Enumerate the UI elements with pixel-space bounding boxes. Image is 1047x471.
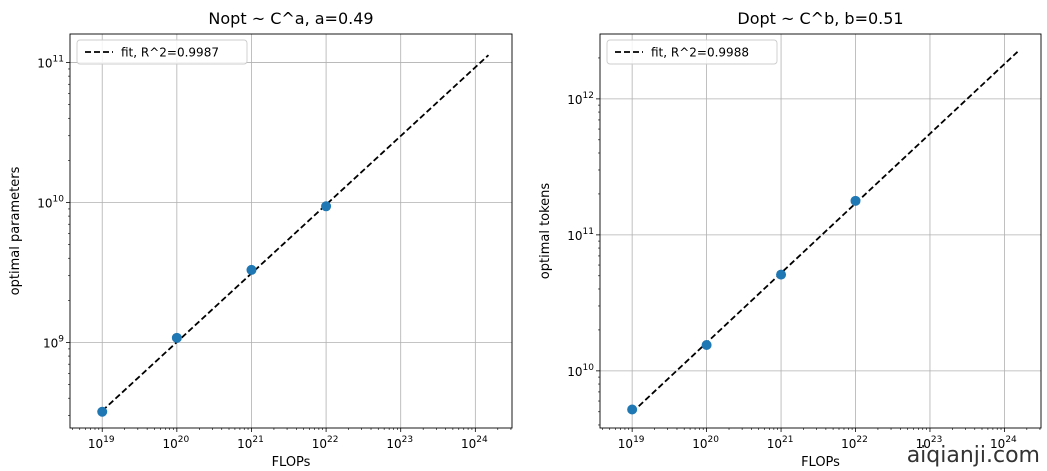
x-tick-exponent: 19: [633, 435, 645, 445]
x-axis-label: FLOPs: [801, 455, 840, 470]
legend-label: fit, R^2=0.9988: [651, 46, 749, 60]
data-point: [627, 404, 638, 415]
y-tick-exponent: 10: [53, 195, 65, 205]
data-point: [246, 264, 257, 275]
plot-area: [600, 34, 1041, 428]
x-tick-label: 1019: [618, 435, 645, 451]
x-tick-exponent: 21: [782, 435, 793, 445]
y-tick-label: 1011: [37, 55, 64, 71]
x-tick-label: 1019: [88, 435, 115, 451]
y-axis-label: optimal parameters: [8, 166, 23, 295]
x-tick-exponent: 19: [103, 435, 115, 445]
x-tick-base: 10: [461, 437, 476, 451]
chart-title: Dopt ~ C^b, b=0.51: [737, 9, 903, 28]
fit-line: [101, 54, 490, 412]
x-tick-label: 1021: [237, 435, 264, 451]
x-tick-exponent: 23: [931, 435, 942, 445]
x-tick-exponent: 23: [402, 435, 413, 445]
legend-label: fit, R^2=0.9987: [121, 46, 219, 60]
x-tick-exponent: 20: [708, 435, 720, 445]
data-point: [701, 339, 712, 350]
y-tick-exponent: 11: [53, 55, 64, 65]
y-tick-exponent: 9: [58, 335, 64, 345]
x-tick-exponent: 24: [1005, 435, 1017, 445]
y-tick-label: 109: [43, 335, 64, 351]
chart-dopt: 1019 1020 1021 1022 1023 1024101010111012fit,…: [538, 9, 1042, 470]
x-tick-label: 1024: [461, 435, 488, 451]
y-tick-exponent: 10: [583, 363, 595, 373]
x-axis-label: FLOPs: [272, 455, 311, 470]
x-tick-exponent: 21: [252, 435, 263, 445]
axes-frame: [599, 33, 1042, 429]
legend-box: [76, 39, 248, 65]
y-tick-label: 1012: [567, 91, 594, 107]
plot-area: [70, 34, 512, 428]
x-tick-label: 1023: [916, 435, 943, 451]
x-tick-base: 10: [618, 437, 633, 451]
x-tick-base: 10: [88, 437, 103, 451]
data-point: [171, 332, 182, 343]
x-tick-exponent: 22: [327, 435, 338, 445]
y-tick-exponent: 12: [583, 91, 594, 101]
y-tick-label: 1011: [567, 227, 594, 243]
data-point: [850, 195, 861, 206]
legend-box: [606, 39, 778, 65]
y-tick-base: 10: [567, 229, 582, 243]
x-tick-label: 1020: [692, 435, 719, 451]
x-tick-base: 10: [990, 437, 1005, 451]
y-tick-base: 10: [37, 197, 52, 211]
x-tick-base: 10: [916, 437, 931, 451]
x-tick-label: 1022: [841, 435, 868, 451]
y-tick-base: 10: [37, 57, 52, 71]
data-point: [321, 201, 332, 212]
x-tick-label: 1022: [312, 435, 339, 451]
x-tick-label: 1021: [767, 435, 794, 451]
data-point: [776, 269, 787, 280]
watermark-text: aiqianji.com: [907, 443, 1040, 468]
y-tick-base: 10: [43, 337, 58, 351]
x-tick-base: 10: [692, 437, 707, 451]
x-tick-base: 10: [162, 437, 177, 451]
x-tick-exponent: 24: [476, 435, 488, 445]
x-tick-exponent: 20: [178, 435, 190, 445]
y-tick-base: 10: [567, 93, 582, 107]
x-tick-base: 10: [386, 437, 401, 451]
x-tick-label: 1020: [162, 435, 189, 451]
x-tick-exponent: 22: [856, 435, 867, 445]
x-tick-label: 1024: [990, 435, 1017, 451]
x-tick-base: 10: [237, 437, 252, 451]
fit-line: [631, 51, 1019, 414]
chart-title: Nopt ~ C^a, a=0.49: [208, 9, 373, 28]
x-tick-base: 10: [841, 437, 856, 451]
data-point: [97, 406, 108, 417]
x-tick-base: 10: [312, 437, 327, 451]
axes-frame: [69, 33, 513, 429]
y-axis-label: optimal tokens: [538, 183, 553, 280]
chart-nopt: 1019 1020 1021 1022 1023 102410910101011fit, …: [8, 9, 513, 470]
y-tick-exponent: 11: [583, 227, 594, 237]
y-tick-base: 10: [567, 365, 582, 379]
y-tick-label: 1010: [37, 195, 64, 211]
y-tick-label: 1010: [567, 363, 594, 379]
x-tick-base: 10: [767, 437, 782, 451]
x-tick-label: 1023: [386, 435, 413, 451]
